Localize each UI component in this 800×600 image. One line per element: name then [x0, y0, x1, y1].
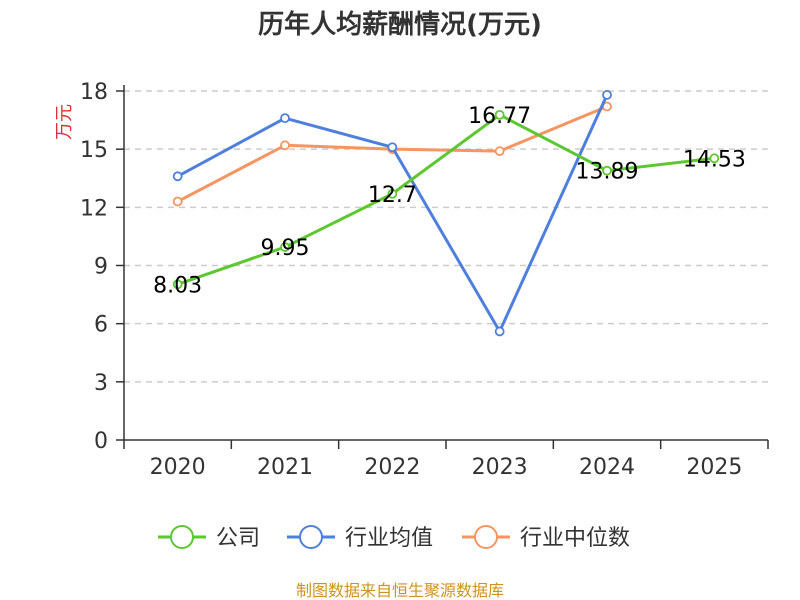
x-tick-label: 2023 [472, 455, 528, 480]
data-label: 12.7 [368, 183, 417, 208]
data-point [494, 109, 505, 120]
data-point [602, 165, 612, 176]
y-tick-label: 15 [80, 138, 108, 163]
data-point [494, 146, 505, 157]
data-label: 14.53 [683, 147, 746, 172]
y-axis-label: 万元 [54, 104, 75, 140]
chart-title: 历年人均薪酬情况(万元) [258, 9, 542, 40]
y-tick-label: 6 [94, 313, 108, 338]
y-tick-label: 9 [94, 255, 108, 280]
legend-label: 行业均值 [345, 526, 433, 551]
x-tick-label: 2022 [364, 455, 420, 480]
y-tick-label: 3 [94, 371, 108, 396]
series-group [172, 89, 720, 337]
x-tick-label: 2025 [686, 455, 742, 480]
data-label: 8.03 [153, 273, 202, 298]
data-point [280, 242, 290, 252]
data-label: 16.77 [468, 104, 531, 129]
data-label: 13.89 [576, 160, 639, 185]
source-note: 制图数据来自恒生聚源数据库 [296, 581, 504, 600]
data-point [172, 196, 183, 207]
data-point [387, 142, 398, 153]
y-tick-label: 0 [94, 429, 108, 454]
data-point [494, 326, 505, 337]
series-line [176, 94, 609, 333]
data-point [172, 171, 183, 182]
x-tick-label: 2020 [150, 455, 206, 480]
data-label: 9.95 [261, 236, 310, 261]
data-labels: 8.03 9.95 12.7 16.77 13.89 14.53 [153, 104, 746, 298]
axes: 0 3 6 9 12 15 18 2020 2021 2022 2023 2024 2025 [80, 80, 769, 480]
legend-label: 公司 [216, 526, 260, 551]
data-point [602, 89, 612, 100]
legend: 公司 行业均值 行业中位数 [158, 525, 630, 551]
x-tick-label: 2021 [257, 455, 313, 480]
data-point [709, 153, 720, 164]
y-tick-label: 18 [80, 80, 108, 105]
legend-label: 行业中位数 [520, 526, 630, 551]
data-point [387, 188, 398, 199]
legend-marker [474, 525, 498, 549]
data-point [280, 113, 290, 124]
data-point [280, 140, 290, 151]
data-point [172, 279, 183, 290]
y-tick-label: 12 [80, 196, 108, 221]
legend-marker [170, 525, 194, 549]
series-line [177, 113, 715, 286]
x-tick-label: 2024 [579, 455, 635, 480]
legend-marker [299, 525, 323, 549]
